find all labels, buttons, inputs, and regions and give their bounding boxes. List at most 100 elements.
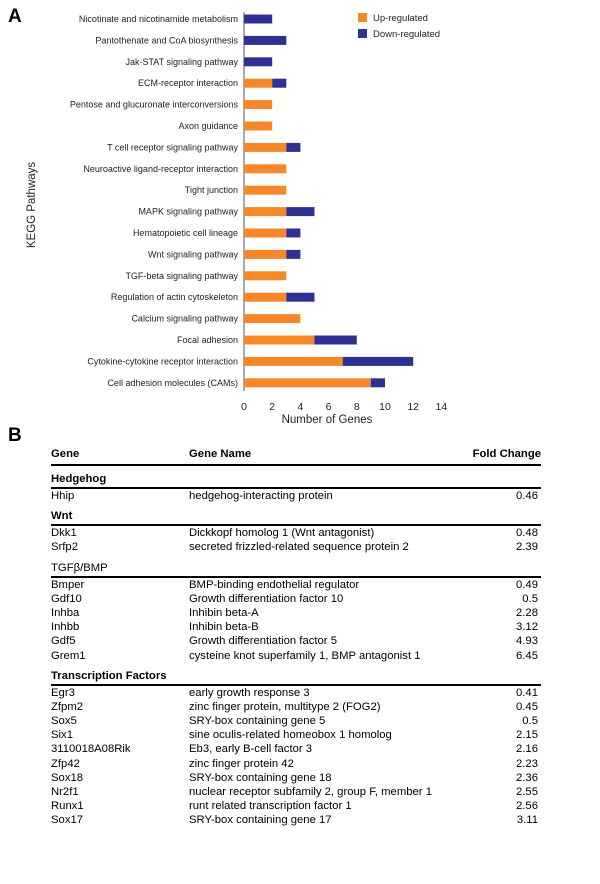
category-label: ECM-receptor interaction — [138, 78, 238, 88]
legend-swatch-up — [358, 13, 367, 22]
category-label: Jak-STAT signaling pathway — [125, 57, 238, 67]
gene-cell: Zfpm2 — [51, 700, 84, 713]
fold-change-cell: 2.16 — [516, 743, 538, 756]
category-label: Cell adhesion molecules (CAMs) — [107, 378, 238, 388]
category-label: TGF-beta signaling pathway — [125, 271, 238, 281]
table-row: Bmper BMP-binding endothelial regulator 0.… — [51, 578, 541, 592]
category-label: Regulation of actin cytoskeleton — [111, 292, 238, 302]
legend-label-up: Up-regulated — [373, 13, 428, 24]
table-row: Nr2f1 nuclear receptor subfamily 2, group… — [51, 785, 541, 799]
panel-label-b: B — [8, 425, 22, 446]
header-gene-name: Gene Name — [189, 448, 252, 460]
x-tick-label: 4 — [297, 401, 303, 413]
y-axis-title: KEGG Pathways — [26, 162, 38, 249]
header-fold-change: Fold Change — [472, 448, 541, 460]
x-tick-label: 14 — [436, 401, 448, 413]
gene-cell: Sox5 — [51, 715, 77, 728]
gene-name-cell: Inhibin beta-B — [189, 621, 259, 634]
table-row: Six1 sine oculis-related homeobox 1 homol… — [51, 728, 541, 742]
table-row: Sox17 SRY-box containing gene 17 3.11 — [51, 813, 541, 827]
bar-down-6 — [286, 142, 301, 152]
bar-down-1 — [244, 35, 287, 45]
gene-name-cell: Inhibin beta-A — [189, 606, 259, 619]
bar-up-6 — [244, 142, 287, 152]
category-label: Axon guidance — [178, 121, 238, 131]
panel-label-a: A — [8, 6, 22, 27]
bar-down-11 — [286, 249, 301, 259]
table-row: Hhip hedgehog-interacting protein 0.46 — [51, 489, 541, 503]
bar-up-11 — [244, 249, 287, 259]
fold-change-cell: 2.28 — [516, 606, 538, 619]
gene-cell: Hhip — [51, 490, 75, 502]
gene-cell: Gdf10 — [51, 592, 82, 605]
group-title: Wnt — [51, 509, 541, 527]
gene-cell: 3110018A08Rik — [51, 743, 131, 756]
fold-change-cell: 0.5 — [522, 592, 538, 605]
group-title: Transcription Factors — [51, 669, 541, 686]
category-label: Wnt signaling pathway — [148, 249, 239, 259]
fold-change-cell: 2.39 — [516, 541, 538, 554]
gene-name-cell: cysteine knot superfamily 1, BMP antagon… — [189, 649, 421, 662]
table-header: Gene Gene Name Fold Change — [51, 448, 541, 466]
table-row: Inhbb Inhibin beta-B 3.12 — [51, 620, 541, 634]
header-gene: Gene — [51, 448, 80, 460]
table-row: Zfp42 zinc finger protein 42 2.23 — [51, 757, 541, 771]
bar-down-17 — [370, 378, 385, 388]
bar-down-2 — [244, 57, 273, 67]
gene-cell: Dkk1 — [51, 527, 77, 540]
kegg-pathway-bar-chart: Nicotinate and nicotinamide metabolism Pa… — [26, 12, 448, 426]
bar-up-16 — [244, 356, 343, 366]
bar-down-0 — [244, 14, 273, 24]
fold-change-cell: 6.45 — [516, 649, 538, 662]
category-label: T cell receptor signaling pathway — [107, 142, 238, 152]
bar-up-13 — [244, 292, 287, 302]
bar-down-16 — [342, 356, 414, 366]
x-tick-label: 10 — [379, 401, 391, 413]
gene-name-cell: sine oculis-related homeobox 1 homolog — [189, 729, 392, 742]
table-row: Sox18 SRY-box containing gene 18 2.36 — [51, 771, 541, 785]
gene-group: Transcription Factors Egr3 early growth re… — [51, 669, 541, 828]
gene-name-cell: SRY-box containing gene 5 — [189, 715, 326, 728]
group-title: Hedgehog — [51, 472, 541, 489]
bar-up-17 — [244, 378, 371, 388]
gene-table: Gene Gene Name Fold Change Hedgehog Hhip h… — [51, 448, 541, 828]
table-row: Dkk1 Dickkopf homolog 1 (Wnt antagonist) 0… — [51, 526, 541, 540]
fold-change-cell: 0.5 — [522, 715, 538, 728]
fold-change-cell: 0.46 — [516, 490, 538, 502]
category-label: Tight junction — [185, 185, 238, 195]
gene-name-cell: runt related transcription factor 1 — [189, 800, 352, 813]
table-row: Inhba Inhibin beta-A 2.28 — [51, 606, 541, 620]
gene-cell: Inhbb — [51, 621, 80, 634]
category-label: Neuroactive ligand-receptor interaction — [83, 164, 238, 174]
bar-down-9 — [286, 207, 315, 217]
table-body: Hedgehog Hhip hedgehog-interacting protein… — [51, 472, 541, 828]
category-label: Pantothenate and CoA biosynthesis — [95, 35, 238, 45]
gene-cell: Egr3 — [51, 686, 75, 699]
gene-name-cell: zinc finger protein, multitype 2 (FOG2) — [189, 700, 381, 713]
gene-group: TGFβ/BMP Bmper BMP-binding endothelial reg… — [51, 561, 541, 663]
gene-name-cell: early growth response 3 — [189, 686, 310, 699]
fold-change-cell: 2.36 — [516, 771, 538, 784]
bar-up-5 — [244, 121, 273, 131]
gene-name-cell: Eb3, early B-cell factor 3 — [189, 743, 313, 756]
fold-change-cell: 3.11 — [516, 814, 538, 827]
gene-name-cell: hedgehog-interacting protein — [189, 490, 333, 502]
gene-name-cell: Growth differentiation factor 5 — [189, 635, 337, 648]
table-row: Gdf5 Growth differentiation factor 5 4.93 — [51, 634, 541, 648]
gene-name-cell: SRY-box containing gene 18 — [189, 771, 332, 784]
category-label: Calcium signaling pathway — [131, 314, 238, 324]
table-row: Srfp2 secreted frizzled-related sequence … — [51, 540, 541, 554]
gene-cell: Six1 — [51, 729, 73, 742]
group-title: TGFβ/BMP — [51, 561, 541, 578]
gene-cell: Sox17 — [51, 814, 84, 827]
fold-change-cell: 0.48 — [516, 527, 538, 540]
bar-down-13 — [286, 292, 315, 302]
category-label: Focal adhesion — [177, 335, 238, 345]
category-label: Cytokine-cytokine receptor interaction — [87, 356, 238, 366]
bar-up-10 — [244, 228, 287, 238]
bar-up-7 — [244, 164, 287, 174]
table-row: Zfpm2 zinc finger protein, multitype 2 (F… — [51, 700, 541, 714]
legend-swatch-down — [358, 29, 367, 38]
gene-name-cell: SRY-box containing gene 17 — [189, 814, 332, 827]
gene-cell: Runx1 — [51, 800, 84, 813]
